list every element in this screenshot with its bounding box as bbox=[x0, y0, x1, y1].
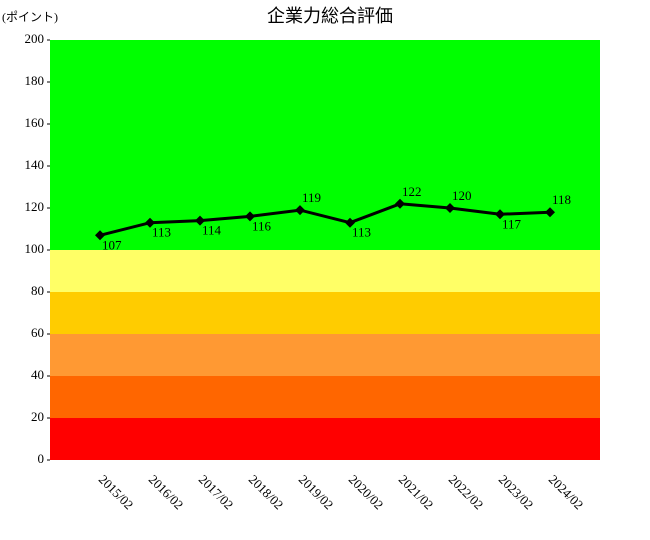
x-tick-label: 2023/02 bbox=[496, 472, 537, 513]
x-tick-label: 2022/02 bbox=[446, 472, 487, 513]
y-tick-label: 40 bbox=[31, 367, 44, 382]
band bbox=[50, 376, 600, 418]
y-tick-label: 20 bbox=[31, 409, 44, 424]
x-tick-label: 2021/02 bbox=[396, 472, 437, 513]
marker bbox=[345, 217, 355, 228]
y-tick-label: 0 bbox=[38, 451, 45, 466]
data-label: 119 bbox=[302, 190, 321, 205]
marker bbox=[395, 198, 405, 209]
data-label: 117 bbox=[502, 216, 522, 231]
chart-title: 企業力総合評価 bbox=[267, 6, 393, 26]
data-label: 120 bbox=[452, 188, 472, 203]
marker bbox=[95, 230, 105, 241]
x-tick-label: 2019/02 bbox=[296, 472, 337, 513]
data-label: 113 bbox=[352, 225, 371, 240]
x-tick-label: 2020/02 bbox=[346, 472, 387, 513]
data-label: 116 bbox=[252, 218, 272, 233]
y-tick-label: 160 bbox=[25, 115, 45, 130]
x-tick-label: 2017/02 bbox=[196, 472, 237, 513]
marker bbox=[495, 209, 505, 220]
marker bbox=[245, 211, 255, 222]
marker bbox=[145, 217, 155, 228]
y-axis-label: (ポイント) bbox=[2, 10, 58, 24]
marker bbox=[545, 207, 555, 218]
marker bbox=[195, 215, 205, 226]
y-tick-label: 100 bbox=[25, 241, 45, 256]
line bbox=[99, 202, 551, 237]
y-tick-label: 200 bbox=[25, 31, 45, 46]
y-tick-label: 180 bbox=[25, 73, 45, 88]
band bbox=[50, 292, 600, 334]
y-tick-label: 140 bbox=[25, 157, 45, 172]
x-tick-label: 2018/02 bbox=[246, 472, 287, 513]
band bbox=[50, 418, 600, 460]
y-tick-label: 60 bbox=[31, 325, 44, 340]
x-tick-label: 2015/02 bbox=[96, 472, 137, 513]
marker bbox=[445, 203, 455, 213]
x-tick-label: 2024/02 bbox=[546, 472, 587, 513]
x-tick-label: 2016/02 bbox=[146, 472, 187, 513]
band bbox=[50, 250, 600, 292]
data-label: 107 bbox=[102, 237, 122, 252]
data-label: 114 bbox=[202, 223, 222, 238]
data-label: 113 bbox=[152, 225, 171, 240]
data-label: 118 bbox=[552, 192, 571, 207]
y-tick-label: 120 bbox=[25, 199, 45, 214]
y-tick-label: 80 bbox=[31, 283, 44, 298]
marker bbox=[295, 205, 305, 216]
data-label: 122 bbox=[402, 184, 422, 199]
band bbox=[50, 334, 600, 376]
